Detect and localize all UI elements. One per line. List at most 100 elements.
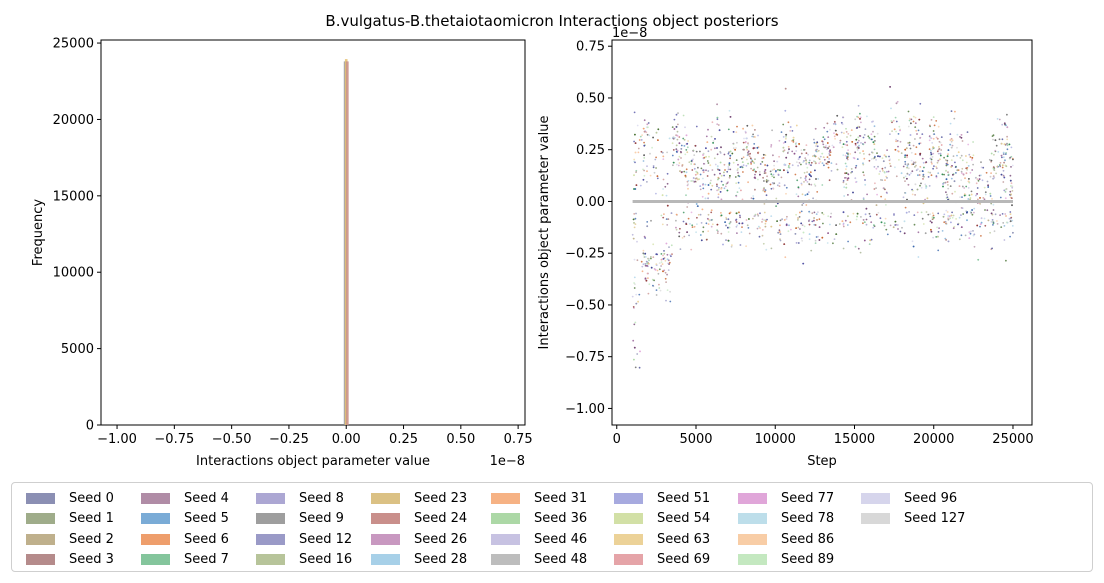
scatter-point — [815, 150, 818, 153]
scatter-point — [968, 231, 971, 234]
scatter-point — [712, 140, 715, 142]
scatter-point — [839, 141, 841, 144]
scatter-point — [946, 181, 949, 183]
scatter-point — [799, 211, 801, 214]
scatter-point — [725, 216, 727, 219]
scatter-point — [654, 268, 657, 271]
scatter-point — [782, 150, 785, 153]
scatter-point — [998, 138, 1001, 141]
scatter-point — [904, 156, 906, 159]
legend-swatch — [614, 492, 643, 504]
scatter-point — [804, 177, 807, 180]
scatter-point — [878, 173, 881, 175]
scatter-point — [633, 287, 636, 289]
scatter-point — [1000, 142, 1003, 145]
scatter-point — [636, 353, 639, 355]
scatter-point — [795, 145, 798, 148]
scatter-point — [692, 177, 695, 179]
scatter-point — [911, 170, 914, 173]
scatter-point — [883, 171, 886, 174]
scatter-point — [860, 121, 862, 124]
scatter-point — [992, 220, 994, 223]
scatter-point — [702, 169, 704, 172]
scatter-point — [931, 142, 934, 144]
scatter-point — [664, 259, 667, 262]
scatter-point — [989, 175, 992, 178]
scatter-point — [667, 269, 670, 271]
scatter-point — [950, 177, 953, 180]
scatter-point — [810, 183, 813, 186]
scatter-point — [851, 141, 854, 143]
scatter-point — [720, 198, 723, 201]
scatter-point — [842, 211, 845, 214]
scatter-point — [804, 179, 807, 182]
scatter-point — [923, 166, 925, 169]
scatter-point — [725, 218, 728, 221]
scatter-point — [761, 161, 764, 163]
scatter-point — [860, 142, 862, 144]
scatter-point — [821, 152, 824, 155]
scatter-point — [856, 215, 858, 218]
scatter-point — [719, 191, 722, 193]
y-tick-label: −0.25 — [565, 247, 605, 262]
legend-label: Seed 127 — [904, 511, 966, 526]
scatter-point — [817, 235, 819, 238]
scatter-point — [850, 129, 853, 132]
scatter-point — [716, 153, 719, 156]
scatter-point — [732, 143, 735, 146]
scatter-point — [982, 166, 985, 169]
scatter-point — [967, 198, 970, 200]
scatter-point — [655, 294, 658, 296]
scatter-point — [919, 152, 922, 155]
scatter-point — [806, 171, 808, 174]
scatter-point — [799, 176, 802, 179]
scatter-point — [987, 219, 990, 222]
scatter-point — [747, 142, 749, 145]
scatter-point — [821, 236, 824, 239]
scatter-point — [864, 183, 867, 186]
scatter-point — [765, 248, 768, 251]
scatter-point — [973, 211, 975, 214]
scatter-point — [938, 140, 941, 143]
scatter-point — [1002, 169, 1005, 172]
scatter-point — [978, 178, 981, 181]
scatter-point — [989, 195, 992, 197]
scatter-point — [787, 145, 790, 148]
scatter-point — [682, 114, 685, 117]
scatter-point — [857, 139, 860, 142]
scatter-point — [882, 160, 885, 163]
scatter-point — [736, 224, 739, 227]
scatter-point — [862, 163, 865, 166]
scatter-point — [925, 211, 928, 213]
scatter-point — [816, 145, 819, 148]
scatter-point — [973, 233, 976, 236]
scatter-point — [999, 165, 1002, 168]
scatter-point — [680, 144, 683, 147]
scatter-point — [937, 152, 940, 155]
scatter-point — [734, 148, 736, 151]
scatter-point — [977, 179, 980, 182]
scatter-point — [775, 170, 777, 172]
scatter-point — [632, 218, 635, 221]
scatter-point — [636, 124, 639, 127]
scatter-point — [771, 129, 773, 132]
legend: Seed 0 Seed 1 Seed 2 Seed 3 Seed 4 Seed 5 Seed… — [11, 482, 1093, 572]
scatter-point — [845, 127, 847, 130]
scatter-point — [648, 134, 651, 137]
scatter-point — [876, 152, 878, 155]
scatter-point — [675, 228, 678, 231]
scatter-point — [863, 239, 866, 242]
scatter-point — [945, 178, 948, 181]
scatter-point — [692, 158, 694, 161]
scatter-point — [991, 135, 994, 138]
scatter-point — [1001, 166, 1004, 169]
scatter-point — [840, 131, 843, 134]
scatter-point — [633, 323, 636, 326]
scatter-point — [1011, 186, 1014, 189]
scatter-point — [855, 181, 857, 184]
scatter-point — [999, 214, 1001, 217]
scatter-point — [889, 86, 891, 88]
scatter-point — [708, 219, 711, 222]
scatter-point — [716, 167, 719, 170]
scatter-point — [716, 189, 718, 192]
